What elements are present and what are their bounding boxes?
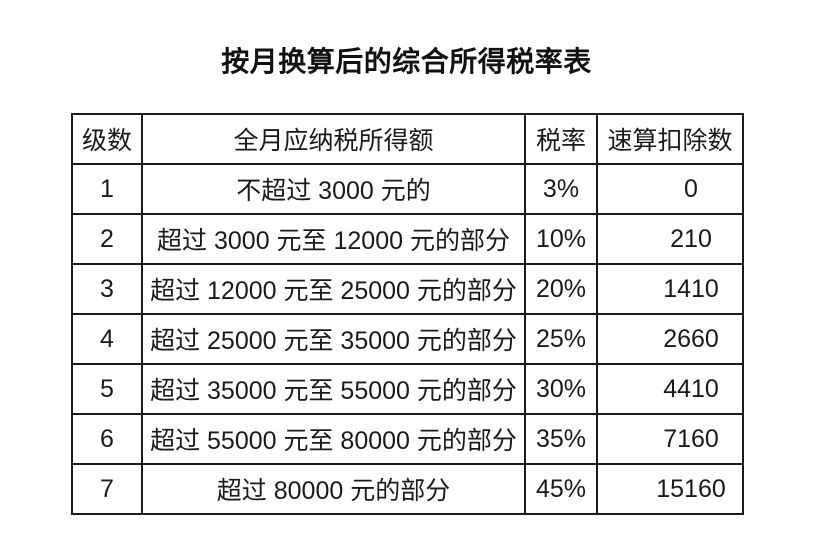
income-cell: 超过 3000 元至 12000 元的部分 (141, 213, 526, 265)
column-header-rate: 税率 (524, 113, 598, 165)
level-cell: 3 (71, 263, 143, 315)
column-header-income: 全月应纳税所得额 (141, 113, 526, 165)
column-header-level: 级数 (71, 113, 143, 165)
level-cell: 6 (71, 413, 143, 465)
income-cell: 超过 35000 元至 55000 元的部分 (141, 363, 526, 415)
deduction-cell: 210 (596, 213, 744, 265)
table-row: 5 超过 35000 元至 55000 元的部分 30% 4410 (71, 363, 744, 415)
tax-rate-table: 级数 全月应纳税所得额 税率 速算扣除数 1 不超过 3000 元的 3% 0 … (71, 113, 744, 515)
income-cell: 超过 25000 元至 35000 元的部分 (141, 313, 526, 365)
table-row: 7 超过 80000 元的部分 45% 15160 (71, 463, 744, 515)
deduction-cell: 4410 (596, 363, 744, 415)
deduction-cell: 1410 (596, 263, 744, 315)
rate-cell: 20% (524, 263, 598, 315)
level-cell: 2 (71, 213, 143, 265)
income-cell: 超过 12000 元至 25000 元的部分 (141, 263, 526, 315)
deduction-cell: 2660 (596, 313, 744, 365)
deduction-cell: 15160 (596, 463, 744, 515)
table-row: 6 超过 55000 元至 80000 元的部分 35% 7160 (71, 413, 744, 465)
page-title: 按月换算后的综合所得税率表 (221, 46, 592, 77)
level-cell: 7 (71, 463, 143, 515)
column-header-deduction: 速算扣除数 (596, 113, 744, 165)
income-cell: 超过 80000 元的部分 (141, 463, 526, 515)
table-row: 2 超过 3000 元至 12000 元的部分 10% 210 (71, 213, 744, 265)
rate-cell: 10% (524, 213, 598, 265)
level-cell: 4 (71, 313, 143, 365)
rate-cell: 35% (524, 413, 598, 465)
rate-cell: 30% (524, 363, 598, 415)
table-row: 4 超过 25000 元至 35000 元的部分 25% 2660 (71, 313, 744, 365)
level-cell: 5 (71, 363, 143, 415)
table-row: 3 超过 12000 元至 25000 元的部分 20% 1410 (71, 263, 744, 315)
rate-cell: 3% (524, 163, 598, 215)
table-header-row: 级数 全月应纳税所得额 税率 速算扣除数 (71, 113, 744, 165)
income-cell: 超过 55000 元至 80000 元的部分 (141, 413, 526, 465)
deduction-cell: 0 (596, 163, 744, 215)
rate-cell: 25% (524, 313, 598, 365)
rate-cell: 45% (524, 463, 598, 515)
level-cell: 1 (71, 163, 143, 215)
deduction-cell: 7160 (596, 413, 744, 465)
income-cell: 不超过 3000 元的 (141, 163, 526, 215)
table-row: 1 不超过 3000 元的 3% 0 (71, 163, 744, 215)
